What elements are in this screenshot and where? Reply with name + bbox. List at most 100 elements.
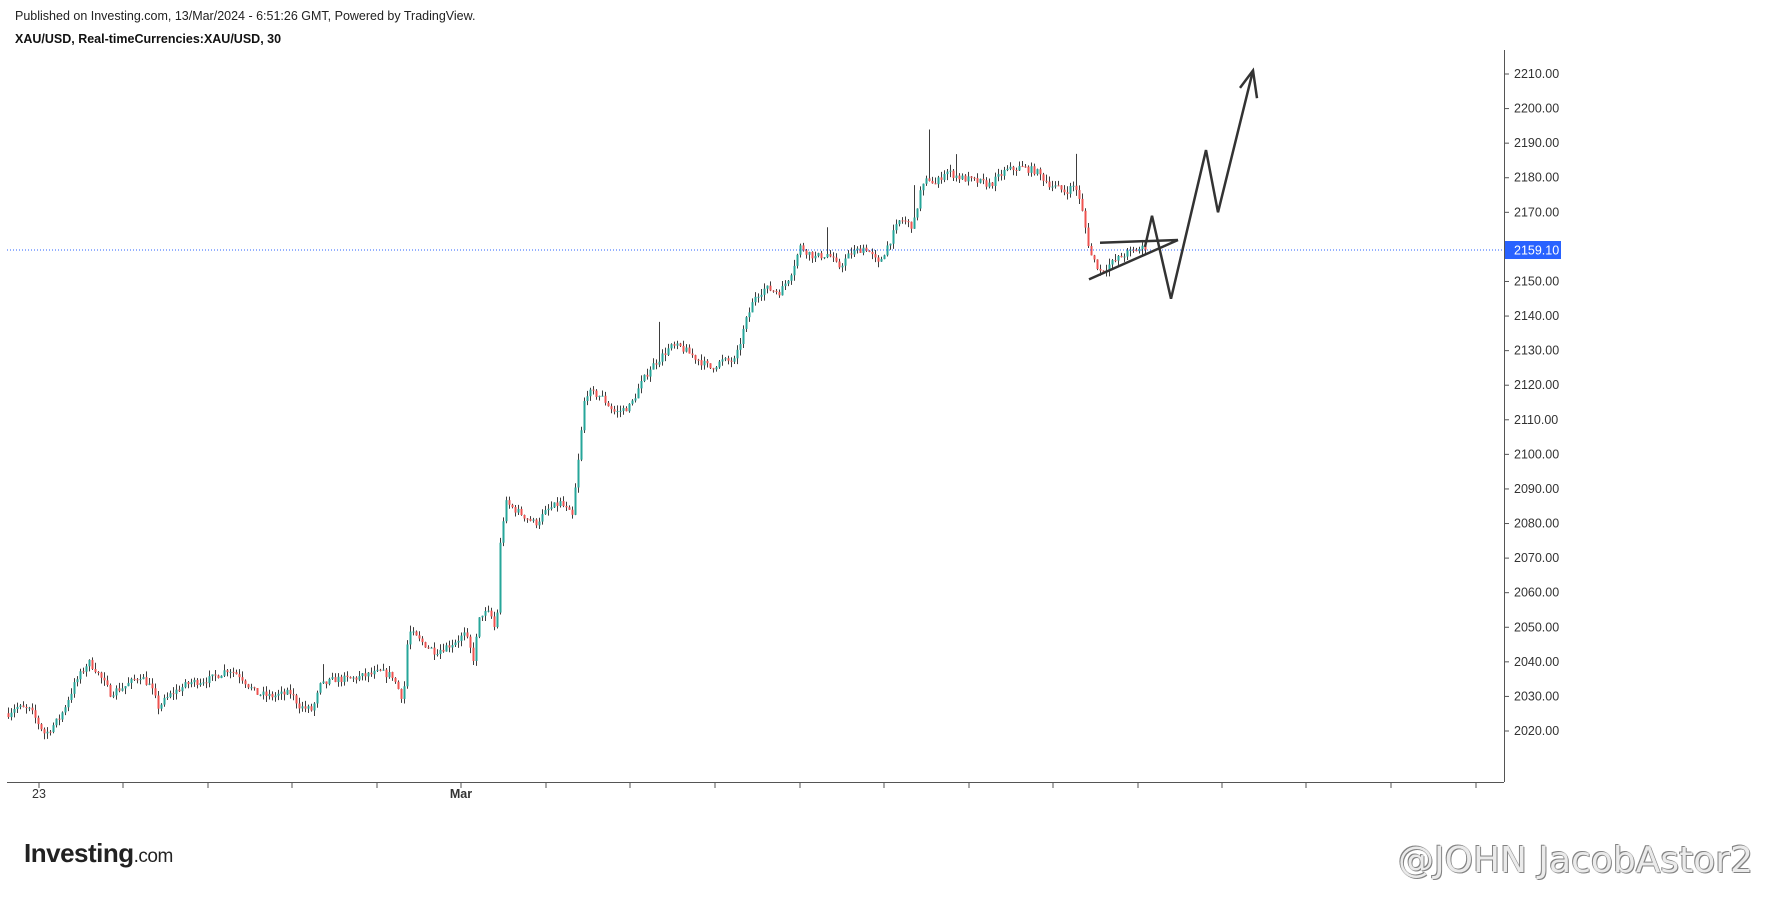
candle-body — [364, 673, 367, 677]
candle-body — [187, 682, 190, 685]
candle-body — [700, 360, 703, 366]
candle-body — [262, 691, 265, 695]
candle-body — [676, 343, 679, 346]
candle-body — [208, 676, 211, 684]
candle-body — [178, 689, 181, 692]
candle-body — [976, 178, 979, 183]
candle-body — [559, 501, 562, 506]
candle-body — [13, 709, 16, 713]
candle-body — [727, 358, 730, 361]
candle-body — [490, 610, 493, 617]
candle-body — [883, 255, 886, 260]
candle-body — [796, 254, 799, 266]
candle-body — [19, 705, 22, 707]
candle-body — [88, 659, 91, 667]
candle-body — [355, 677, 358, 680]
candle-body — [472, 647, 475, 661]
arrowhead — [1239, 67, 1259, 99]
candle-body — [214, 674, 217, 676]
candle-body — [223, 670, 226, 676]
candle-body — [877, 257, 880, 262]
candle-body — [949, 170, 952, 172]
y-tick-label: 2040.00 — [1514, 655, 1559, 669]
candle-body — [694, 355, 697, 360]
candle-body — [1117, 255, 1120, 261]
candle-body — [163, 697, 166, 705]
candle-body — [349, 677, 352, 679]
candle-body — [1009, 166, 1012, 169]
candle-body — [97, 671, 100, 673]
candle-body — [1042, 174, 1045, 181]
candle-body — [1126, 250, 1129, 257]
candle-body — [847, 253, 850, 259]
candle-body — [649, 369, 652, 377]
candle-body — [190, 682, 193, 685]
candle-body — [466, 632, 469, 637]
candle-body — [133, 678, 136, 680]
candle-body — [253, 687, 256, 689]
candle-body — [499, 542, 502, 613]
candle-body — [613, 409, 616, 412]
candle-body — [733, 358, 736, 362]
candle-body — [55, 718, 58, 726]
candle-body — [442, 649, 445, 652]
candle-body — [778, 291, 781, 296]
candle-body — [1114, 260, 1117, 262]
candle-body — [790, 275, 793, 281]
candle-body — [943, 174, 946, 180]
candle-body — [829, 253, 832, 257]
candle-body — [850, 253, 853, 255]
candle-body — [982, 178, 985, 181]
y-tick-label: 2100.00 — [1514, 447, 1559, 461]
triangle-upper-line — [1099, 238, 1179, 244]
candle-body — [703, 360, 706, 366]
candle-body — [142, 677, 145, 680]
y-tick-label: 2150.00 — [1514, 274, 1559, 288]
candle-body — [448, 645, 451, 648]
candle-body — [988, 182, 991, 187]
candle-body — [859, 248, 862, 253]
candle-body — [298, 703, 301, 709]
candle-body — [637, 388, 640, 399]
candle-body — [331, 677, 334, 679]
candle-body — [886, 245, 889, 256]
candle-body — [352, 677, 355, 679]
candle-body — [532, 519, 535, 521]
candle-body — [226, 670, 229, 673]
candle-body — [973, 177, 976, 179]
candle-body — [409, 631, 412, 645]
candle-body — [1120, 255, 1123, 258]
candle-body — [106, 680, 109, 686]
candle-body — [220, 675, 223, 679]
candle-body — [196, 679, 199, 685]
candle-body — [445, 645, 448, 652]
candle-body — [1078, 189, 1081, 199]
candle-body — [955, 175, 958, 178]
y-tick-label: 2070.00 — [1514, 551, 1559, 565]
candle-body — [526, 518, 529, 520]
candle-body — [1000, 174, 1003, 176]
candle-body — [289, 689, 292, 695]
candle-body — [373, 670, 376, 675]
candle-body — [811, 251, 814, 259]
candle-body — [28, 707, 31, 709]
candle-body — [958, 175, 961, 180]
candle-body — [295, 695, 298, 704]
candle-body — [589, 389, 592, 397]
candle-body — [259, 694, 262, 696]
candle-body — [241, 677, 244, 681]
candle-body — [538, 521, 541, 526]
candle-body — [1039, 169, 1042, 175]
candle-body — [658, 361, 661, 365]
candle-body — [514, 507, 517, 513]
candle-body — [268, 693, 271, 696]
candle-body — [238, 674, 241, 678]
y-tick-label: 2130.00 — [1514, 344, 1559, 358]
candle-body — [901, 220, 904, 222]
candle-body — [511, 504, 514, 508]
candle-body — [304, 706, 307, 709]
candle-body — [802, 245, 805, 251]
candle-body — [628, 403, 631, 412]
candle-body — [139, 679, 142, 681]
